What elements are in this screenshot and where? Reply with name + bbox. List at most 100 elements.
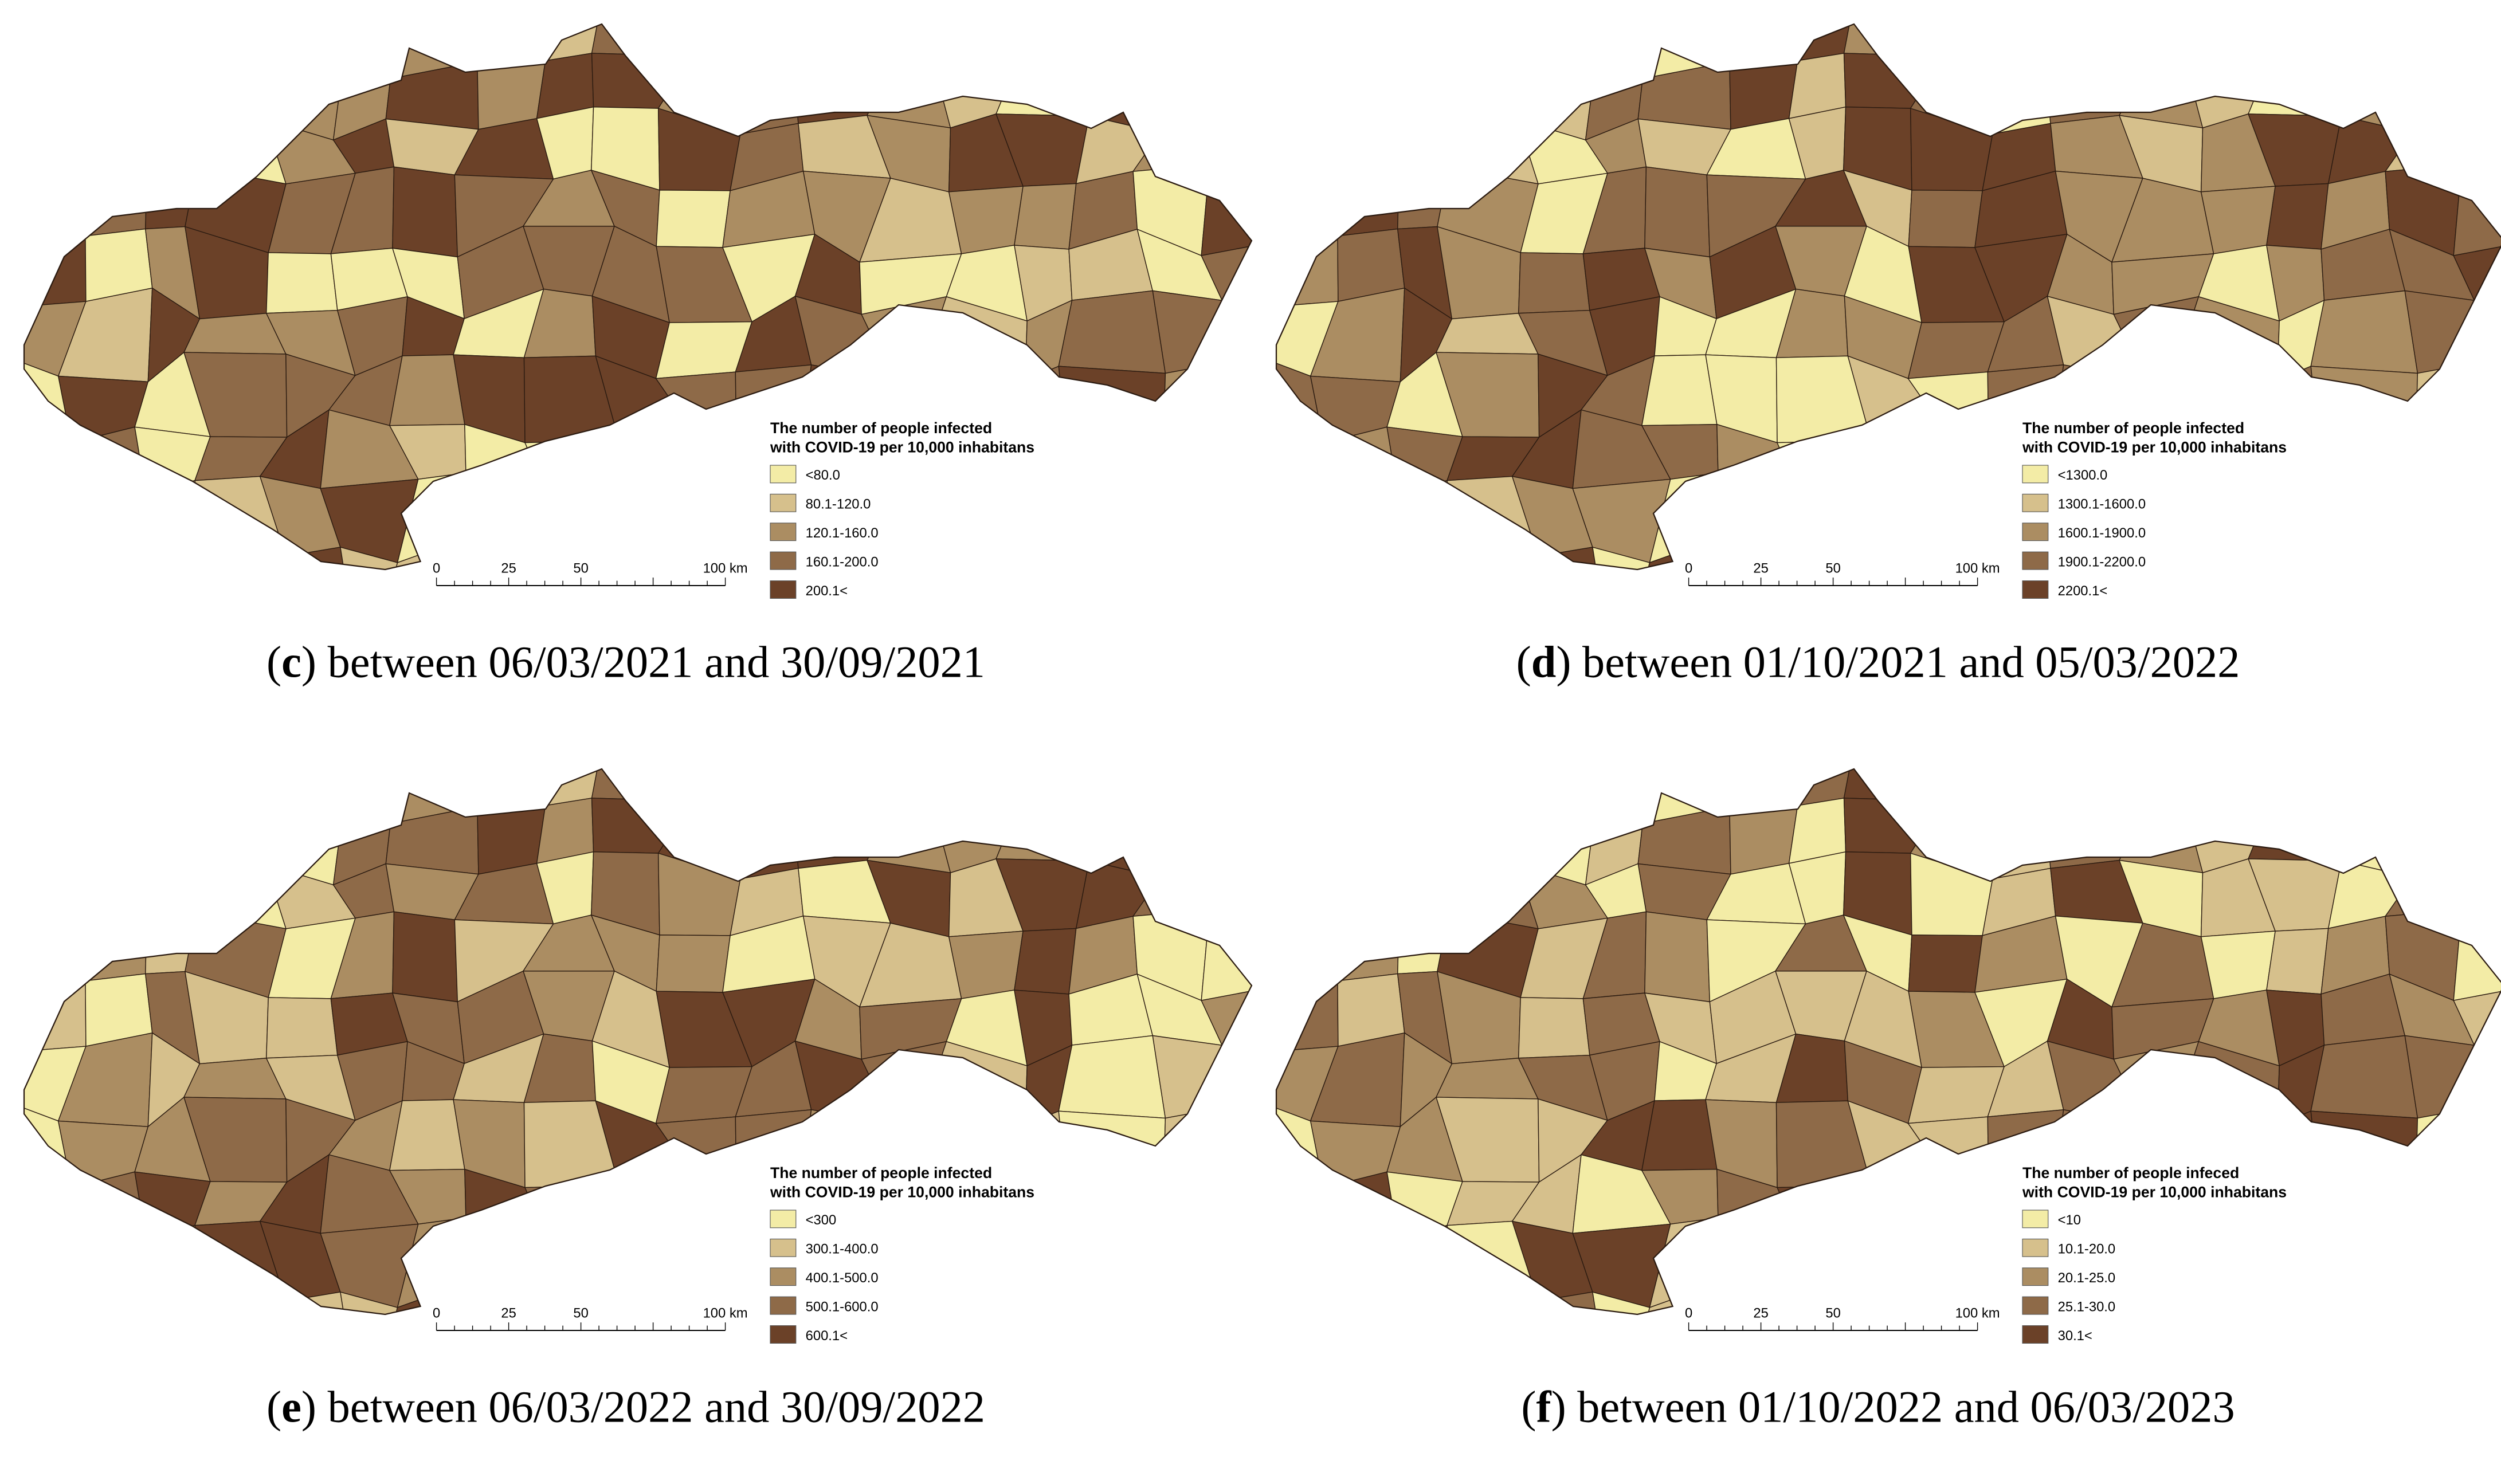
district <box>465 1217 553 1300</box>
district <box>2266 183 2329 250</box>
legend-swatch <box>2022 1296 2049 1315</box>
district <box>1012 541 1081 570</box>
district <box>115 116 197 179</box>
district <box>1058 366 1166 440</box>
district <box>2310 290 2418 374</box>
district <box>2179 768 2273 801</box>
district <box>1300 1278 1404 1314</box>
district <box>2329 1277 2398 1314</box>
district <box>2131 23 2206 79</box>
district <box>1930 426 2010 498</box>
scale-label: 100 km <box>1955 1306 2000 1321</box>
district <box>2453 909 2501 1001</box>
district <box>23 23 77 76</box>
district <box>2335 789 2413 878</box>
district <box>340 1291 398 1314</box>
district <box>2118 43 2204 129</box>
district <box>1163 1108 1231 1185</box>
district <box>990 1232 1082 1289</box>
district <box>1781 1298 1859 1314</box>
district <box>2476 434 2501 479</box>
legend-title: with COVID-19 per 10,000 inhabitans <box>770 439 1034 456</box>
district <box>2404 290 2475 374</box>
district <box>2310 1220 2417 1288</box>
district <box>56 860 148 924</box>
district <box>344 768 391 825</box>
legend-label: 1300.1-1600.0 <box>2058 497 2146 512</box>
district <box>1592 1291 1651 1314</box>
district <box>656 190 731 248</box>
district <box>1213 768 1252 804</box>
district <box>1469 768 1529 820</box>
district <box>1776 440 1872 506</box>
district <box>1717 472 1805 555</box>
district <box>2264 1286 2334 1314</box>
district <box>115 818 221 865</box>
district <box>1857 1235 1932 1305</box>
district <box>951 543 1023 570</box>
district <box>23 115 62 179</box>
legend-swatch <box>770 580 797 599</box>
district <box>2118 788 2204 874</box>
district <box>1469 23 1529 75</box>
district <box>2044 23 2139 78</box>
district <box>48 533 151 570</box>
district <box>2380 789 2474 878</box>
district <box>217 768 277 820</box>
district <box>1300 533 1404 570</box>
district <box>1906 1283 2009 1314</box>
district <box>23 980 87 1054</box>
district <box>888 1093 941 1167</box>
district <box>1279 729 1363 799</box>
district <box>23 170 86 259</box>
district <box>2449 1289 2501 1314</box>
district <box>1276 23 1330 76</box>
scale-label: 100 km <box>703 561 748 576</box>
district <box>2394 532 2460 570</box>
district <box>653 538 756 570</box>
district <box>1152 290 1223 374</box>
district <box>657 108 741 191</box>
district <box>64 23 154 77</box>
legend-title: with COVID-19 per 10,000 inhabitans <box>770 1184 1034 1201</box>
district <box>1127 789 1222 878</box>
district <box>1522 547 1601 570</box>
district <box>1083 768 1132 801</box>
district <box>528 1298 606 1314</box>
caption-part: ( <box>1516 637 1531 687</box>
scale-label: 25 <box>501 561 516 576</box>
district <box>1058 1165 1165 1238</box>
district <box>23 768 77 821</box>
district <box>1783 490 1873 560</box>
district <box>1276 768 1330 821</box>
district <box>2467 359 2501 439</box>
panel: The number of people infeced with COVID-1… <box>1275 768 2501 1432</box>
district <box>389 354 465 426</box>
district <box>193 46 276 120</box>
district <box>1276 550 1350 626</box>
district <box>678 426 758 498</box>
district <box>927 23 1021 56</box>
district <box>2467 1045 2501 1110</box>
district <box>1983 23 2079 66</box>
district <box>1305 1171 1398 1251</box>
district <box>1264 474 1350 562</box>
district <box>1276 44 1358 117</box>
district <box>193 791 276 865</box>
district <box>618 1171 690 1243</box>
district <box>1636 768 1730 825</box>
district <box>23 416 72 507</box>
district <box>2453 164 2501 256</box>
caption-part: ( <box>266 637 281 687</box>
district <box>1386 536 1458 570</box>
district <box>2459 1219 2501 1295</box>
district <box>2467 1104 2501 1184</box>
legend-swatch <box>770 1210 797 1228</box>
district <box>1707 768 1798 807</box>
map <box>1276 23 2501 570</box>
district <box>1209 116 1252 179</box>
caption-part: c <box>281 637 301 687</box>
legend-title: The number of people infected <box>770 1164 992 1181</box>
legend-label: 20.1-25.0 <box>2058 1270 2116 1286</box>
district <box>531 1235 621 1305</box>
